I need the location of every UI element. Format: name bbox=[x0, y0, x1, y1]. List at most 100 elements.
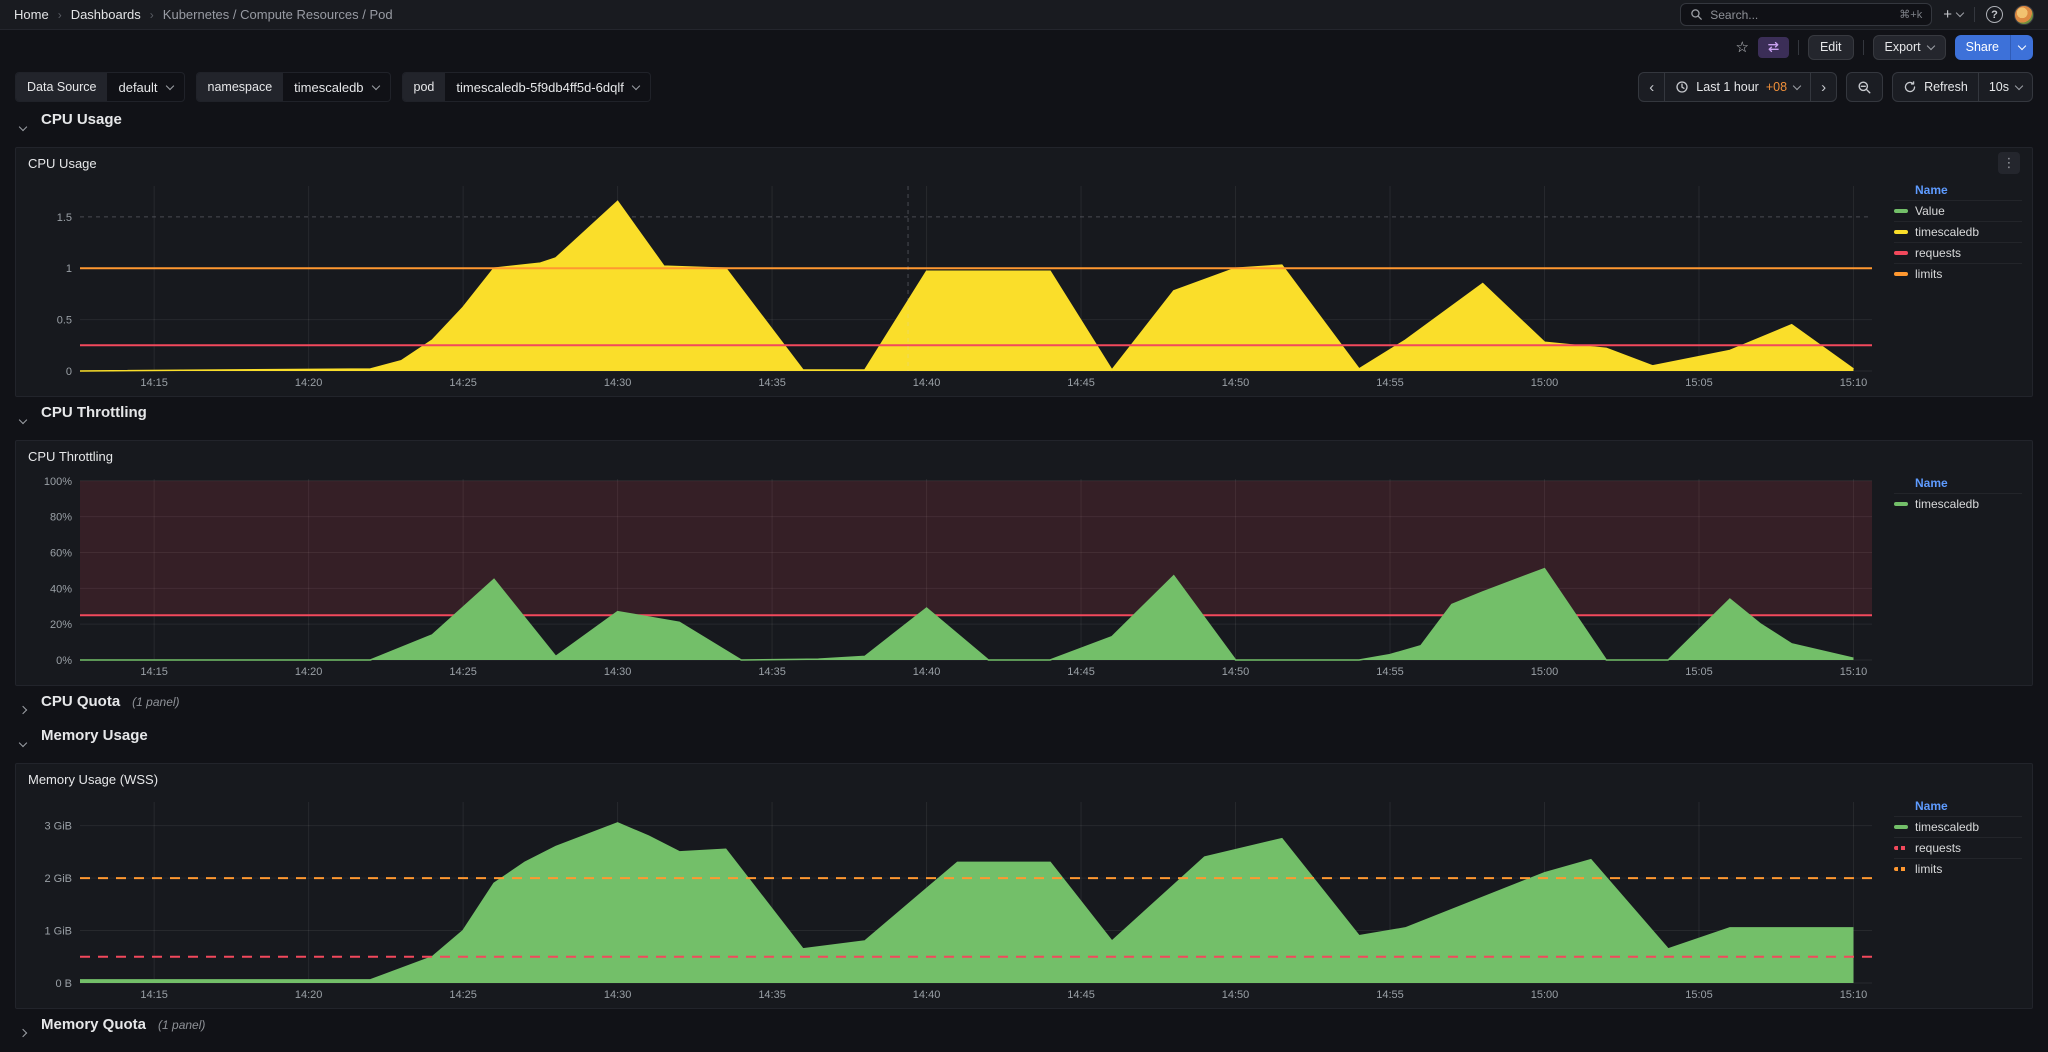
chevron-down-icon bbox=[1926, 41, 1935, 50]
x-tick-label: 14:45 bbox=[1067, 666, 1095, 678]
memory-usage-chart[interactable]: 14:15 14:20 14:25 14:30 14:35 14:40 14:45 14:50… bbox=[22, 794, 1878, 1005]
search-icon bbox=[1691, 9, 1703, 20]
chart-canvas[interactable]: 14:15 14:20 14:25 14:30 14:35 14:40 14:45 14:50… bbox=[22, 794, 1878, 1005]
chart-canvas[interactable]: 14:15 14:20 14:25 14:30 14:35 14:40 14:45 14:50… bbox=[22, 178, 1878, 393]
x-tick-label: 14:45 bbox=[1067, 377, 1095, 389]
dynamic-dashboard-toggle[interactable] bbox=[1757, 36, 1789, 58]
cpu-usage-chart[interactable]: 14:15 14:20 14:25 14:30 14:35 14:40 14:45 14:50… bbox=[22, 178, 1878, 393]
section-title: Memory Usage bbox=[41, 727, 148, 744]
y-tick-label: 60% bbox=[50, 547, 72, 559]
legend-header[interactable]: Name bbox=[1915, 476, 1948, 490]
chevron-down-icon bbox=[2014, 81, 2024, 90]
legend-label: timescaledb bbox=[1915, 225, 1980, 239]
x-tick-label: 15:00 bbox=[1531, 989, 1559, 1001]
variable-value: timescaledb-5f9db4ff5d-6dqlf bbox=[456, 79, 624, 95]
legend-item[interactable]: timescaledb bbox=[1894, 221, 2022, 242]
namespace-picker[interactable]: timescaledb bbox=[283, 73, 389, 101]
x-tick-label: 14:40 bbox=[913, 377, 941, 389]
breadcrumb: Home Dashboards Kubernetes / Compute Res… bbox=[14, 7, 393, 22]
legend-item[interactable]: timescaledb bbox=[1894, 493, 2022, 514]
avatar[interactable] bbox=[2014, 4, 2034, 25]
panel-header[interactable]: CPU Usage ⋮ bbox=[16, 148, 2032, 178]
search-input[interactable]: Search... ⌘+k bbox=[1680, 3, 1933, 26]
x-tick-label: 14:20 bbox=[295, 377, 323, 389]
legend-header[interactable]: Name bbox=[1915, 799, 1948, 813]
x-tick-label: 14:50 bbox=[1222, 377, 1250, 389]
panel-header[interactable]: Memory Usage (WSS) bbox=[16, 764, 2032, 794]
legend-swatch bbox=[1894, 251, 1908, 255]
panel-title: Memory Usage (WSS) bbox=[28, 771, 159, 787]
variable-namespace: namespace timescaledb bbox=[195, 72, 391, 102]
x-tick-label: 14:30 bbox=[604, 666, 632, 678]
legend-item[interactable]: limits bbox=[1894, 263, 2022, 284]
add-new-button[interactable]: + bbox=[1943, 6, 1965, 23]
legend-label: limits bbox=[1915, 267, 1943, 281]
x-tick-label: 15:05 bbox=[1685, 989, 1713, 1001]
cpu-throttling-chart[interactable]: 14:15 14:20 14:25 14:30 14:35 14:40 14:45 14:50… bbox=[22, 471, 1878, 682]
variable-label: Data Source bbox=[16, 73, 108, 101]
section-header-memory-quota[interactable]: Memory Quota (1 panel) bbox=[8, 1016, 2040, 1050]
x-tick-label: 14:20 bbox=[295, 666, 323, 678]
star-icon[interactable]: ☆ bbox=[1735, 38, 1749, 56]
plus-icon: + bbox=[1943, 6, 1952, 23]
section-header-cpu-throttling[interactable]: CPU Throttling bbox=[8, 404, 2040, 438]
chevron-left-icon: ‹ bbox=[1649, 78, 1655, 96]
panel-header[interactable]: CPU Throttling bbox=[16, 441, 2032, 471]
breadcrumb-dashboards[interactable]: Dashboards bbox=[70, 7, 141, 22]
chart-canvas[interactable]: 14:15 14:20 14:25 14:30 14:35 14:40 14:45 14:50… bbox=[22, 471, 1878, 682]
legend-swatch bbox=[1894, 846, 1908, 850]
section-header-cpu-usage[interactable]: CPU Usage bbox=[8, 111, 2040, 145]
dashboard-actions: ☆ Edit Export Share bbox=[0, 30, 2048, 64]
panel-title: CPU Usage bbox=[28, 155, 97, 171]
refresh-interval-picker[interactable]: 10s bbox=[1977, 73, 2032, 101]
legend-item[interactable]: requests bbox=[1894, 837, 2022, 858]
share-button[interactable]: Share bbox=[1954, 34, 2010, 60]
y-tick-label: 80% bbox=[50, 512, 72, 524]
refresh-button[interactable]: Refresh bbox=[1893, 73, 1978, 101]
cpu-usage-legend: Name Value timescaledb requests limits bbox=[1878, 178, 2026, 393]
zoom-out-icon bbox=[1858, 80, 1871, 93]
legend-swatch bbox=[1894, 272, 1908, 276]
breadcrumb-separator bbox=[150, 7, 154, 22]
series-area-timescaledb bbox=[80, 568, 1854, 660]
series-area-timescaledb bbox=[80, 822, 1854, 983]
time-shift-back-button[interactable]: ‹ bbox=[1639, 73, 1664, 101]
breadcrumb-home[interactable]: Home bbox=[14, 7, 49, 22]
panel-menu-button[interactable]: ⋮ bbox=[1998, 152, 2020, 174]
x-tick-label: 15:00 bbox=[1531, 666, 1559, 678]
panel-cpu-throttling: CPU Throttling 14:15 14:20 14:25 14:30 14:35… bbox=[15, 440, 2033, 686]
legend-label: timescaledb bbox=[1915, 820, 1980, 834]
top-nav: Home Dashboards Kubernetes / Compute Res… bbox=[0, 0, 2048, 30]
section-header-cpu-quota[interactable]: CPU Quota (1 panel) bbox=[8, 693, 2040, 727]
time-range-label: Last 1 hour bbox=[1696, 80, 1759, 94]
datasource-picker[interactable]: default bbox=[107, 73, 183, 101]
legend-item[interactable]: limits bbox=[1894, 858, 2022, 879]
breadcrumb-current-dashboard: Kubernetes / Compute Resources / Pod bbox=[162, 7, 393, 22]
chevron-right-icon bbox=[18, 705, 28, 715]
chevron-down-icon bbox=[1955, 8, 1965, 18]
clock-icon bbox=[1676, 81, 1688, 93]
share-split-button: Share bbox=[1954, 34, 2033, 60]
actions-divider bbox=[1797, 39, 1799, 55]
export-button[interactable]: Export bbox=[1872, 34, 1946, 60]
search-shortcut: ⌘+k bbox=[1899, 9, 1923, 21]
variable-value: default bbox=[118, 79, 158, 95]
edit-button[interactable]: Edit bbox=[1807, 34, 1854, 60]
section-header-memory-usage[interactable]: Memory Usage bbox=[8, 727, 2040, 761]
time-shift-forward-button[interactable]: › bbox=[1810, 73, 1836, 101]
cpu-throttling-legend: Name timescaledb bbox=[1878, 471, 2026, 682]
legend-header[interactable]: Name bbox=[1915, 183, 1948, 197]
time-range-picker[interactable]: Last 1 hour +08 bbox=[1664, 73, 1810, 101]
pod-picker[interactable]: timescaledb-5f9db4ff5d-6dqlf bbox=[445, 73, 649, 101]
legend-item[interactable]: requests bbox=[1894, 242, 2022, 263]
legend-item[interactable]: Value bbox=[1894, 200, 2022, 221]
zoom-out-button[interactable] bbox=[1847, 73, 1882, 101]
share-menu-button[interactable] bbox=[2010, 34, 2033, 60]
legend-item[interactable]: timescaledb bbox=[1894, 816, 2022, 837]
help-icon: ? bbox=[1991, 8, 1998, 21]
y-tick-label: 0% bbox=[56, 655, 72, 667]
variable-datasource: Data Source default bbox=[15, 72, 185, 102]
legend-swatch bbox=[1894, 502, 1908, 506]
help-button[interactable]: ? bbox=[1986, 6, 2003, 23]
chevron-down-icon bbox=[371, 81, 380, 90]
